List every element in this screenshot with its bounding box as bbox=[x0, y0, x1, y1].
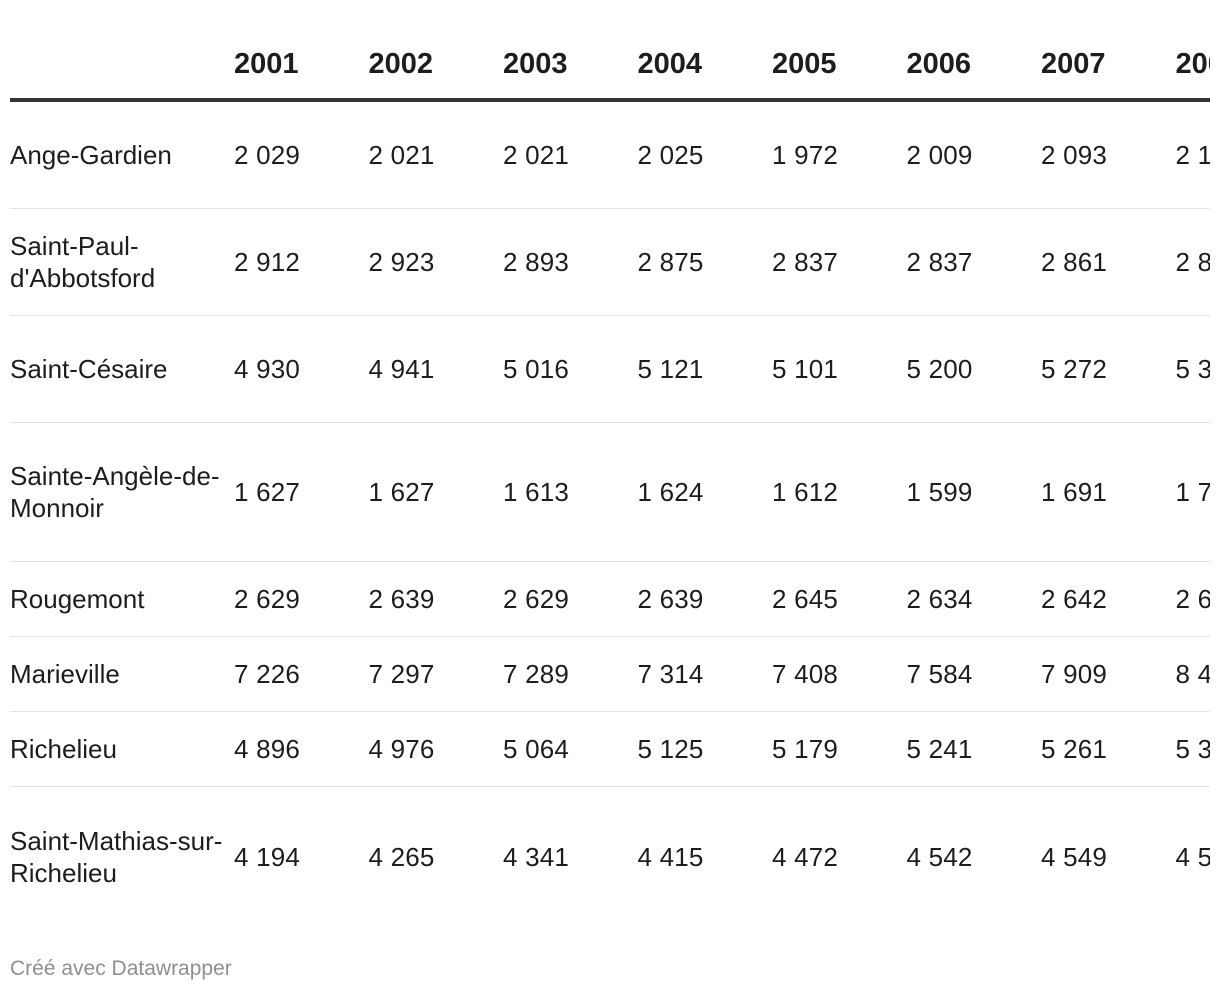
footer-credit: Créé avec Datawrapper bbox=[10, 957, 232, 980]
table-cell: 1 627 bbox=[234, 422, 369, 562]
table-cell: 4 341 bbox=[503, 841, 570, 872]
table-cell: 2 6 bbox=[1175, 561, 1210, 637]
table-cell: 7 226 bbox=[234, 636, 369, 712]
row-label: Saint-Mathias-sur-Richelieu bbox=[10, 825, 223, 888]
header-name-column bbox=[10, 0, 234, 102]
table-cell: 5 241 bbox=[906, 711, 1041, 787]
table-row: Saint-Césaire 4 930 4 941 5 016 5 121 5 101 5 … bbox=[10, 315, 1210, 423]
data-table: 20012002200320042005200620072008 Ange-Ga… bbox=[10, 0, 1210, 926]
table-cell: 4 472 bbox=[772, 841, 839, 872]
table-cell: 5 016 bbox=[503, 315, 638, 423]
table-row: Saint-Paul-d'Abbotsford 2 912 2 923 2 893 2 … bbox=[10, 208, 1210, 316]
table-cell: 5 179 bbox=[772, 711, 907, 787]
table-cell: 1 7 bbox=[1175, 422, 1210, 562]
header-year-2001: 2001 bbox=[234, 0, 369, 102]
header-row: 20012002200320042005200620072008 bbox=[10, 0, 1210, 102]
table-cell: 2 1 bbox=[1175, 100, 1210, 209]
table-cell: 5 064 bbox=[503, 711, 638, 787]
table-cell: 2 025 bbox=[637, 100, 772, 209]
header-year-2006: 2006 bbox=[906, 0, 1041, 102]
table-cell: 4 549 bbox=[1041, 841, 1108, 872]
table-cell: 1 972 bbox=[772, 100, 907, 209]
table-cell: 5 272 bbox=[1041, 315, 1176, 423]
header-year-2002: 2002 bbox=[368, 0, 503, 102]
row-label: Saint-Césaire bbox=[10, 315, 234, 423]
row-label: Ange-Gardien bbox=[10, 100, 234, 209]
table-cell: 2 875 bbox=[637, 208, 772, 316]
table-cell: 2 634 bbox=[906, 561, 1041, 637]
table-cell: 5 3 bbox=[1175, 315, 1210, 423]
table-cell: 2 093 bbox=[1041, 100, 1176, 209]
table-cell: 7 584 bbox=[906, 636, 1041, 712]
header-year-2004: 2004 bbox=[637, 0, 772, 102]
header-year-2008: 2008 bbox=[1175, 0, 1210, 102]
table-row: Marieville 7 226 7 297 7 289 7 314 7 408 7 584… bbox=[10, 636, 1210, 712]
table-cell: 2 021 bbox=[368, 100, 503, 209]
table-row: Saint-Mathias-sur-Richelieu 4 194 4 265 4 3… bbox=[10, 787, 1210, 927]
table-cell: 2 009 bbox=[906, 100, 1041, 209]
table-cell: 4 542 bbox=[906, 841, 973, 872]
table-cell: 5 3 bbox=[1175, 711, 1210, 787]
row-label: Sainte-Angèle-de-Monnoir bbox=[10, 422, 234, 562]
table-cell: 2 021 bbox=[503, 100, 638, 209]
table-cell: 2 639 bbox=[368, 561, 503, 637]
header-year-2005: 2005 bbox=[772, 0, 907, 102]
table-cell: 5 101 bbox=[772, 315, 907, 423]
row-label: Saint-Paul-d'Abbotsford bbox=[10, 208, 234, 316]
table-cell: 7 314 bbox=[637, 636, 772, 712]
table-cell: 7 408 bbox=[772, 636, 907, 712]
table-cell: 5 261 bbox=[1041, 711, 1176, 787]
table-cell: 2 029 bbox=[234, 100, 369, 209]
table-cell: 2 8 bbox=[1175, 208, 1210, 316]
table-cell: 4 896 bbox=[234, 711, 369, 787]
table-cell: 1 627 bbox=[368, 422, 503, 562]
table-cell: 1 613 bbox=[503, 422, 638, 562]
header-year-2003: 2003 bbox=[503, 0, 638, 102]
table-cell: 7 909 bbox=[1041, 636, 1176, 712]
table-cell: 7 297 bbox=[368, 636, 503, 712]
table-cell: 2 639 bbox=[637, 561, 772, 637]
table-row: Sainte-Angèle-de-Monnoir 1 627 1 627 1 613 1… bbox=[10, 422, 1210, 562]
table-cell: 4 415 bbox=[637, 841, 704, 872]
table-cell: 4 265 bbox=[368, 841, 435, 872]
row-label: Marieville bbox=[10, 636, 234, 712]
row-label: Richelieu bbox=[10, 711, 234, 787]
table-cell: 4 194 bbox=[234, 841, 301, 872]
table-cell: 2 629 bbox=[234, 561, 369, 637]
table-cell: 2 629 bbox=[503, 561, 638, 637]
table-cell: 1 691 bbox=[1041, 422, 1176, 562]
header-year-2007: 2007 bbox=[1041, 0, 1176, 102]
table-cell: 2 837 bbox=[772, 208, 907, 316]
table-cell: 2 645 bbox=[772, 561, 907, 637]
table-cell: 7 289 bbox=[503, 636, 638, 712]
table-cell: 5 121 bbox=[637, 315, 772, 423]
table-cell: 2 912 bbox=[234, 208, 369, 316]
table-cell: 2 642 bbox=[1041, 561, 1176, 637]
table-cell: 2 861 bbox=[1041, 208, 1176, 316]
table-cell: 4 930 bbox=[234, 315, 369, 423]
table-row: Richelieu 4 896 4 976 5 064 5 125 5 179 5 241 5… bbox=[10, 711, 1210, 787]
table-cell: 1 624 bbox=[637, 422, 772, 562]
table-container: 20012002200320042005200620072008 Ange-Ga… bbox=[10, 0, 1210, 926]
row-label: Rougemont bbox=[10, 561, 234, 637]
table-cell: 4 5 bbox=[1175, 841, 1211, 872]
table-row: Rougemont 2 629 2 639 2 629 2 639 2 645 2 634 2… bbox=[10, 561, 1210, 637]
table-cell: 5 125 bbox=[637, 711, 772, 787]
table-cell: 1 612 bbox=[772, 422, 907, 562]
table-cell: 5 200 bbox=[906, 315, 1041, 423]
table-cell: 1 599 bbox=[906, 422, 1041, 562]
table-cell: 4 976 bbox=[368, 711, 503, 787]
table-body: Ange-Gardien 2 029 2 021 2 021 2 025 1 972 2 0… bbox=[10, 100, 1210, 926]
table-cell: 2 893 bbox=[503, 208, 638, 316]
table-cell: 2 923 bbox=[368, 208, 503, 316]
table-cell: 8 4 bbox=[1175, 636, 1210, 712]
table-cell: 4 941 bbox=[368, 315, 503, 423]
table-row: Ange-Gardien 2 029 2 021 2 021 2 025 1 972 2 0… bbox=[10, 100, 1210, 209]
table-cell: 2 837 bbox=[906, 208, 1041, 316]
